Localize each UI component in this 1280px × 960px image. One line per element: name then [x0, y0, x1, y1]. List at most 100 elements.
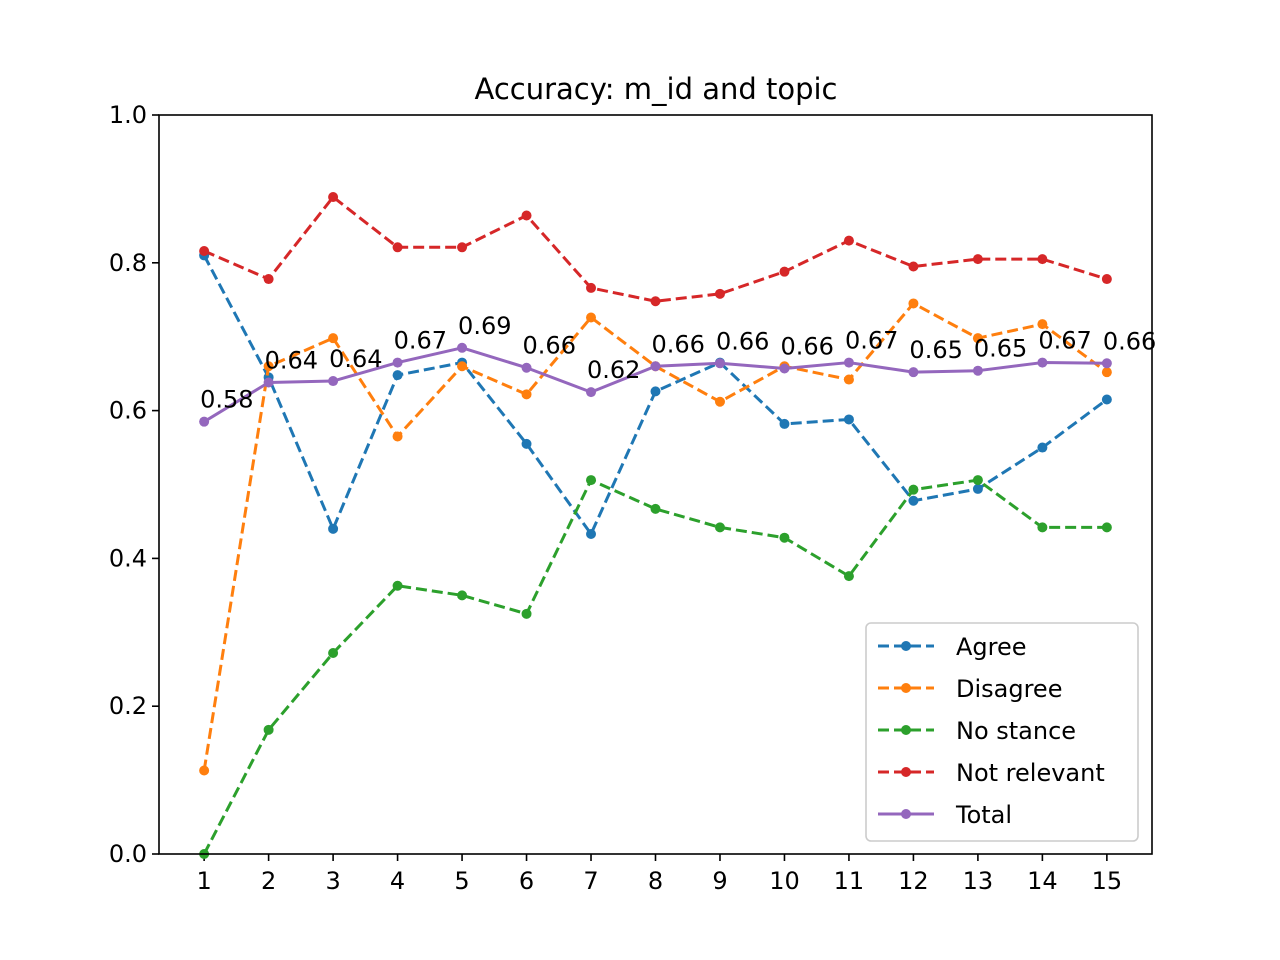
point-agree	[1037, 442, 1048, 453]
legend-label: Total	[955, 801, 1012, 829]
point-total	[328, 376, 339, 387]
x-axis: 1 2 3 4 5 6 7 8 9 10 11 12 13 14 15	[196, 854, 1122, 895]
legend-item-no-stance: No stance	[878, 717, 1076, 745]
point-disagree	[843, 374, 854, 385]
data-label: 0.62	[587, 356, 640, 384]
y-tick-label: 0.2	[109, 692, 147, 720]
legend-box	[865, 622, 1139, 842]
data-label: 0.67	[845, 327, 898, 355]
series-layer	[199, 192, 1112, 859]
data-label: 0.64	[329, 345, 382, 373]
point-disagree	[714, 396, 725, 407]
point-no-stance	[328, 647, 339, 658]
legend-item-not-relevant: Not relevant	[878, 759, 1105, 787]
point-total	[586, 387, 597, 398]
data-label: 0.64	[265, 347, 318, 375]
series-no-stance	[199, 475, 1112, 859]
point-not-relevant	[457, 242, 468, 253]
point-agree	[843, 414, 854, 425]
point-total	[650, 361, 661, 372]
point-no-stance	[1037, 522, 1048, 533]
point-no-stance	[714, 522, 725, 533]
point-agree	[779, 418, 790, 429]
data-label: 0.66	[652, 330, 705, 358]
point-disagree	[263, 361, 274, 372]
point-agree	[1101, 394, 1112, 405]
point-disagree	[457, 361, 468, 372]
y-tick-label: 0.4	[109, 544, 147, 572]
series-total	[199, 342, 1112, 427]
point-not-relevant	[650, 296, 661, 307]
data-label: 0.65	[974, 335, 1027, 363]
point-total	[908, 367, 919, 378]
point-not-relevant	[1037, 254, 1048, 265]
point-no-stance	[843, 571, 854, 582]
point-no-stance	[1101, 522, 1112, 533]
data-label: 0.66	[1103, 327, 1156, 355]
data-label: 0.67	[394, 327, 447, 355]
point-not-relevant	[392, 242, 403, 253]
data-label: 0.58	[200, 386, 253, 414]
point-total	[714, 358, 725, 369]
legend-label: Not relevant	[956, 759, 1105, 787]
point-disagree	[972, 333, 983, 344]
point-not-relevant	[779, 266, 790, 277]
point-not-relevant	[328, 192, 339, 203]
x-tick-label: 3	[325, 867, 340, 895]
legend-item-disagree: Disagree	[878, 675, 1062, 703]
point-disagree	[521, 389, 532, 400]
point-total	[263, 377, 274, 388]
x-tick-label: 13	[963, 867, 994, 895]
point-total	[843, 357, 854, 368]
point-not-relevant	[586, 282, 597, 293]
point-total	[1037, 357, 1048, 368]
point-disagree	[1037, 319, 1048, 330]
point-agree	[392, 370, 403, 381]
point-not-relevant	[521, 210, 532, 221]
point-agree	[328, 523, 339, 534]
point-total	[392, 357, 403, 368]
x-tick-label: 8	[648, 867, 663, 895]
point-total	[457, 342, 468, 353]
data-label: 0.66	[780, 332, 833, 360]
point-agree	[650, 386, 661, 397]
data-label: 0.66	[716, 327, 769, 355]
y-axis: 0.0 0.2 0.4 0.6 0.8 1.0	[109, 101, 159, 868]
point-no-stance	[521, 608, 532, 619]
point-agree	[521, 438, 532, 449]
point-not-relevant	[263, 274, 274, 285]
point-agree	[586, 529, 597, 540]
legend-marker	[901, 683, 911, 693]
point-no-stance	[392, 580, 403, 591]
x-tick-label: 1	[196, 867, 211, 895]
point-disagree	[1101, 367, 1112, 378]
x-tick-label: 6	[519, 867, 534, 895]
series-not-relevant	[199, 192, 1112, 307]
point-total	[1101, 358, 1112, 369]
point-disagree	[199, 765, 210, 776]
x-tick-label: 10	[769, 867, 800, 895]
x-tick-label: 12	[898, 867, 929, 895]
legend-marker	[901, 809, 911, 819]
y-tick-label: 0.6	[109, 397, 147, 425]
legend-label: Disagree	[956, 675, 1062, 703]
point-disagree	[586, 312, 597, 323]
x-tick-label: 2	[261, 867, 276, 895]
legend: Agree Disagree No stance Not relevant Total	[865, 622, 1139, 842]
y-tick-label: 0.8	[109, 249, 147, 277]
point-no-stance	[263, 724, 274, 735]
x-tick-label: 7	[583, 867, 598, 895]
point-no-stance	[779, 532, 790, 543]
point-no-stance	[650, 503, 661, 514]
legend-label: Agree	[956, 633, 1027, 661]
point-no-stance	[972, 475, 983, 486]
point-not-relevant	[972, 254, 983, 265]
y-tick-label: 1.0	[109, 101, 147, 129]
y-tick-label: 0.0	[109, 840, 147, 868]
legend-marker	[901, 767, 911, 777]
data-label: 0.66	[523, 332, 576, 360]
x-tick-label: 9	[712, 867, 727, 895]
chart-title: Accuracy: m_id and topic	[474, 72, 837, 106]
series-line-not-relevant	[203, 195, 1108, 303]
